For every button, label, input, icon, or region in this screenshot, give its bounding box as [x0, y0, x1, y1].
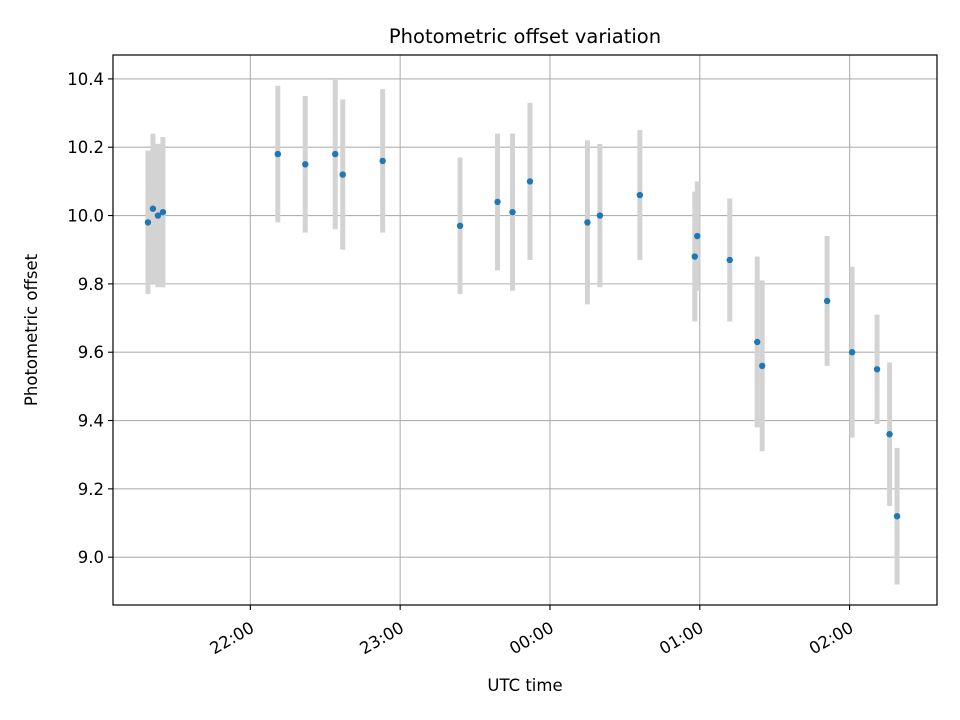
y-tick-label: 10.2	[67, 138, 104, 157]
y-tick-label: 9.6	[78, 343, 104, 362]
y-tick-label: 9.8	[78, 275, 104, 294]
data-point	[636, 191, 644, 199]
data-point	[332, 150, 339, 158]
y-tick-label: 9.4	[78, 412, 104, 431]
data-point	[526, 178, 534, 185]
data-point	[726, 256, 733, 264]
data-point	[873, 366, 881, 373]
data-point	[339, 171, 346, 178]
data-point	[159, 208, 167, 216]
y-tick-label: 10.4	[67, 70, 104, 89]
plot-frame	[112, 54, 938, 606]
data-point	[144, 219, 152, 226]
chart-title: Photometric offset variation	[389, 25, 661, 48]
data-point	[154, 212, 162, 219]
data-point	[694, 232, 701, 240]
x-axis-label: UTC time	[487, 676, 562, 695]
data-point	[754, 338, 761, 346]
y-tick-label: 9.0	[78, 548, 104, 567]
data-point	[302, 161, 309, 168]
data-point	[759, 362, 766, 370]
data-point	[848, 349, 856, 356]
data-point	[379, 157, 386, 165]
data-point	[893, 512, 901, 520]
data-points	[144, 150, 901, 520]
data-point	[149, 205, 157, 212]
data-point	[596, 212, 604, 219]
data-point	[584, 219, 591, 226]
y-tick-label: 10.0	[67, 207, 104, 226]
data-point	[274, 150, 281, 158]
data-point	[509, 208, 516, 216]
data-point	[823, 297, 831, 305]
data-point	[886, 430, 893, 438]
data-point	[456, 222, 464, 230]
y-axis-label: Photometric offset	[22, 253, 41, 406]
y-tick-label: 9.2	[78, 480, 104, 499]
y-axis-ticks: 9.0 9.2 9.4 9.6 9.8 10.0 10.2 10.4	[67, 70, 113, 567]
data-point	[691, 253, 698, 260]
data-point	[494, 198, 501, 206]
